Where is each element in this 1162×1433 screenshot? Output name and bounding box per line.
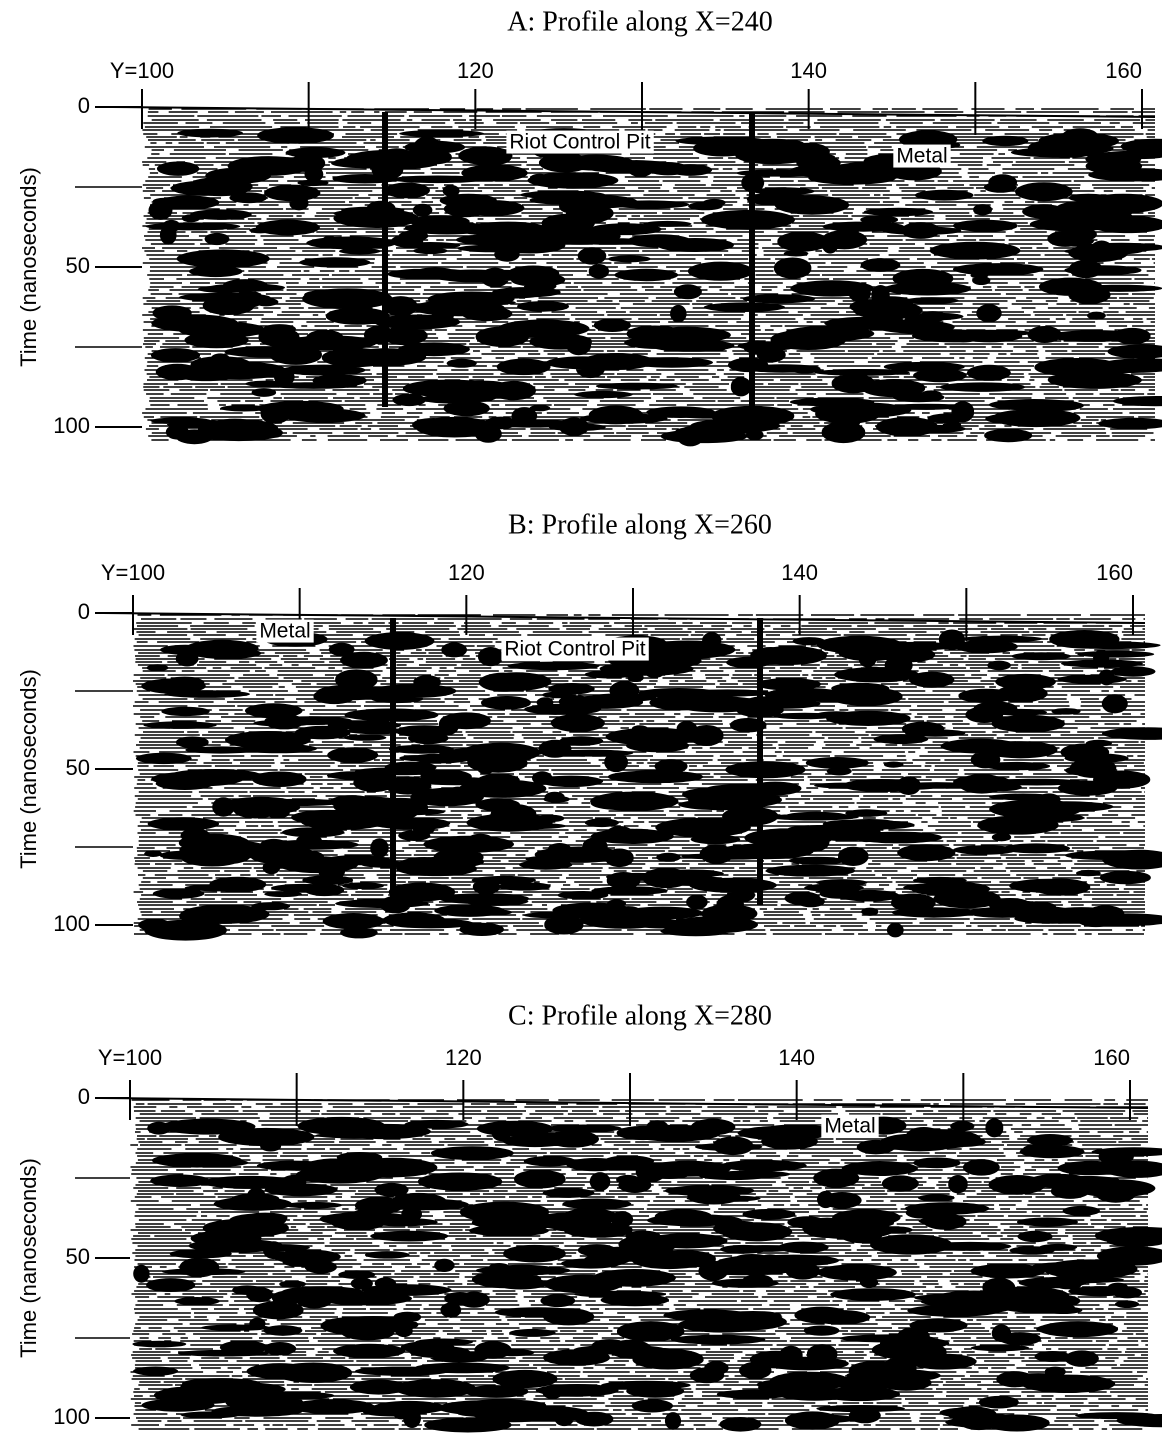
y-tick-label: 50 bbox=[66, 755, 90, 780]
panel: C: Profile along X=280 Time (nanoseconds)… bbox=[16, 1000, 1162, 1433]
y-tick-label: 100 bbox=[53, 413, 90, 438]
annotation: Riot Control Pit bbox=[504, 638, 645, 661]
y-tick-label: 50 bbox=[66, 253, 90, 278]
annotation-box bbox=[893, 144, 951, 168]
y-tick-label: 100 bbox=[53, 911, 90, 936]
x-tick-label: 160 bbox=[1096, 560, 1133, 585]
y-tick-label: 0 bbox=[78, 599, 90, 624]
surface-line bbox=[99, 1097, 1149, 1109]
annotation-box bbox=[506, 130, 654, 154]
annotation-box bbox=[256, 619, 314, 643]
panel-title: C: Profile along X=280 bbox=[508, 1000, 772, 1031]
panel-title: A: Profile along X=240 bbox=[507, 6, 772, 37]
surface-line bbox=[111, 106, 1156, 118]
panel: B: Profile along X=260 Time (nanoseconds)… bbox=[16, 509, 1162, 941]
y-tick-label: 100 bbox=[53, 1404, 90, 1429]
radar-blobs bbox=[145, 127, 1162, 447]
panel: A: Profile along X=240 Time (nanoseconds)… bbox=[16, 6, 1162, 447]
x-tick-label: 140 bbox=[778, 1045, 815, 1070]
annotation-box bbox=[501, 637, 649, 661]
annotation-box bbox=[821, 1114, 879, 1138]
annotation: Metal bbox=[259, 620, 310, 643]
annotation: Metal bbox=[824, 1115, 875, 1138]
annotation: Riot Control Pit bbox=[509, 131, 650, 154]
surface-line bbox=[102, 612, 1146, 624]
y-tick-label: 50 bbox=[66, 1244, 90, 1269]
x-tick-label: 160 bbox=[1105, 58, 1142, 83]
annotation: Metal bbox=[896, 145, 947, 168]
x-tick-label: 160 bbox=[1093, 1045, 1130, 1070]
x-tick-label: 120 bbox=[448, 560, 485, 585]
radar-blobs bbox=[135, 629, 1162, 941]
y-tick-label: 0 bbox=[78, 93, 90, 118]
x-tick-label: 120 bbox=[457, 58, 494, 83]
y-axis-label: Time (nanoseconds) bbox=[16, 167, 41, 367]
x-tick-label: 140 bbox=[781, 560, 818, 585]
radar-blobs bbox=[132, 1116, 1162, 1433]
x-tick-label: 140 bbox=[790, 58, 827, 83]
y-axis-label: Time (nanoseconds) bbox=[16, 1158, 41, 1358]
x-tick-label: 120 bbox=[445, 1045, 482, 1070]
y-tick-label: 0 bbox=[78, 1084, 90, 1109]
y-axis-label: Time (nanoseconds) bbox=[16, 669, 41, 869]
x-tick-label: Y=100 bbox=[110, 58, 174, 83]
x-tick-label: Y=100 bbox=[101, 560, 165, 585]
panel-title: B: Profile along X=260 bbox=[508, 509, 772, 540]
x-tick-label: Y=100 bbox=[98, 1045, 162, 1070]
